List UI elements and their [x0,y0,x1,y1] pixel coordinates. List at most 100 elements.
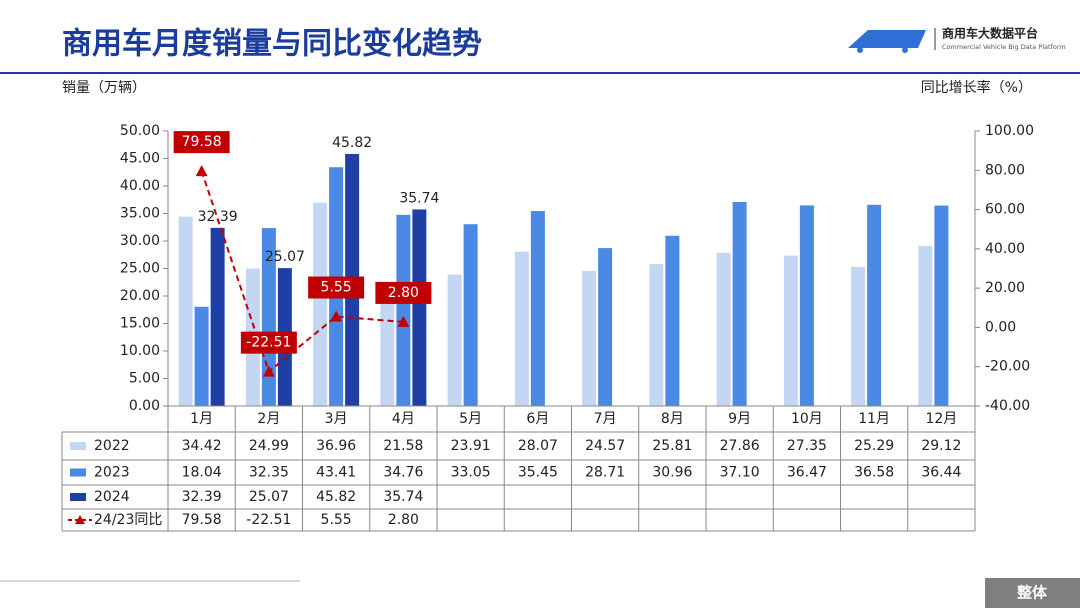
bar [412,209,427,406]
legend-label: 2022 [94,438,130,454]
footer-tab [985,578,1080,608]
x-tick-label: 11月 [858,411,890,427]
bar-value-label: 25.07 [265,249,305,265]
bar [918,245,933,406]
y-tick-label: 25.00 [120,261,160,277]
table-cell: 27.35 [787,438,827,454]
legend-label: 2023 [94,465,130,481]
table-cell: 25.07 [249,489,289,505]
table-cell: 28.07 [518,438,558,454]
table-cell: 36.44 [921,465,961,481]
y-tick-label: 15.00 [120,316,160,332]
line-value-label: -22.51 [246,335,291,351]
y2-tick-label: 40.00 [985,241,1025,257]
y-tick-label: 50.00 [120,123,160,139]
table-cell: 45.82 [316,489,356,505]
y-tick-label: 40.00 [120,178,160,194]
table-cell: 35.74 [383,489,423,505]
line-value-label: 79.58 [182,134,222,150]
table-cell: 36.58 [854,465,894,481]
line-marker [330,310,343,322]
footer-rule [0,580,300,582]
bar [530,211,545,406]
legend-label: 24/23同比 [94,512,162,528]
table-cell: 23.91 [451,438,491,454]
table-cell: 21.58 [383,438,423,454]
table-cell: 18.04 [182,465,222,481]
bar [598,248,613,406]
table-cell: 25.29 [854,438,894,454]
x-tick-label: 3月 [325,411,348,427]
bar-value-label: 35.74 [399,190,439,206]
line [200,170,404,374]
y2-tick-label: 60.00 [985,202,1025,218]
line-marker [195,165,208,177]
table-cell: 37.10 [720,465,760,481]
x-tick-label: 8月 [661,411,684,427]
bar [867,204,882,406]
table-cell: 36.47 [787,465,827,481]
bar [178,216,193,406]
bar [582,270,597,406]
y2-tick-label: 80.00 [985,162,1025,178]
x-tick-label: 7月 [594,411,617,427]
legend-swatch [70,468,86,477]
line-label-box [173,131,230,154]
bar [313,202,328,406]
bar [934,205,949,406]
bar [665,235,680,406]
table-cell: 2.80 [388,512,419,528]
table-cell: 24.57 [585,438,625,454]
legend-swatch [75,515,85,524]
y2-tick-label: -40.00 [985,398,1030,414]
bar [514,251,529,406]
y2-tick-label: 100.00 [985,123,1034,139]
y-tick-label: 10.00 [120,343,160,359]
y2-tick-label: 20.00 [985,280,1025,296]
chart-title: 商用车月度销量与同比变化趋势 [62,27,482,62]
line-marker [397,315,410,327]
x-tick-label: 4月 [392,411,415,427]
legend-swatch [70,442,86,450]
y-tick-label: 20.00 [120,288,160,304]
bar-value-label: 32.39 [198,209,238,225]
y2-tick-label: 0.00 [985,319,1016,335]
bar [463,224,478,406]
bar [716,252,731,406]
table-cell: 33.05 [451,465,491,481]
x-tick-label: 1月 [190,411,213,427]
x-tick-label: 2月 [257,411,280,427]
logo-name: 商用车大数据平台 [942,26,1038,41]
logo-subtitle: Commercial Vehicle Big Data Platform [942,43,1066,51]
table-cell: 25.81 [652,438,692,454]
table-cell: 5.55 [321,512,352,528]
x-tick-label: 10月 [791,411,823,427]
table-cell: -22.51 [246,512,291,528]
y-tick-label: 45.00 [120,151,160,167]
logo-divider [934,28,936,50]
table-cell: 34.42 [182,438,222,454]
y-tick-label: 0.00 [129,398,160,414]
bar [447,274,462,406]
x-tick-label: 12月 [925,411,957,427]
line-value-label: 5.55 [321,280,352,296]
table-cell: 32.39 [182,489,222,505]
bar [210,227,225,406]
line-marker [262,365,275,377]
y2-axis-label: 同比增长率（%） [921,79,1032,96]
y-tick-label: 35.00 [120,206,160,222]
bar [649,264,664,406]
footer-label: 整体 [1017,584,1048,602]
bar [732,201,747,406]
table-cell: 29.12 [921,438,961,454]
table-cell: 34.76 [383,465,423,481]
table-cell: 35.45 [518,465,558,481]
y-tick-label: 5.00 [129,371,160,387]
bar [799,205,814,406]
line-label-box [308,276,365,299]
legend-swatch [70,493,86,501]
table-cell: 24.99 [249,438,289,454]
x-tick-label: 5月 [459,411,482,427]
y2-tick-label: -20.00 [985,359,1030,375]
